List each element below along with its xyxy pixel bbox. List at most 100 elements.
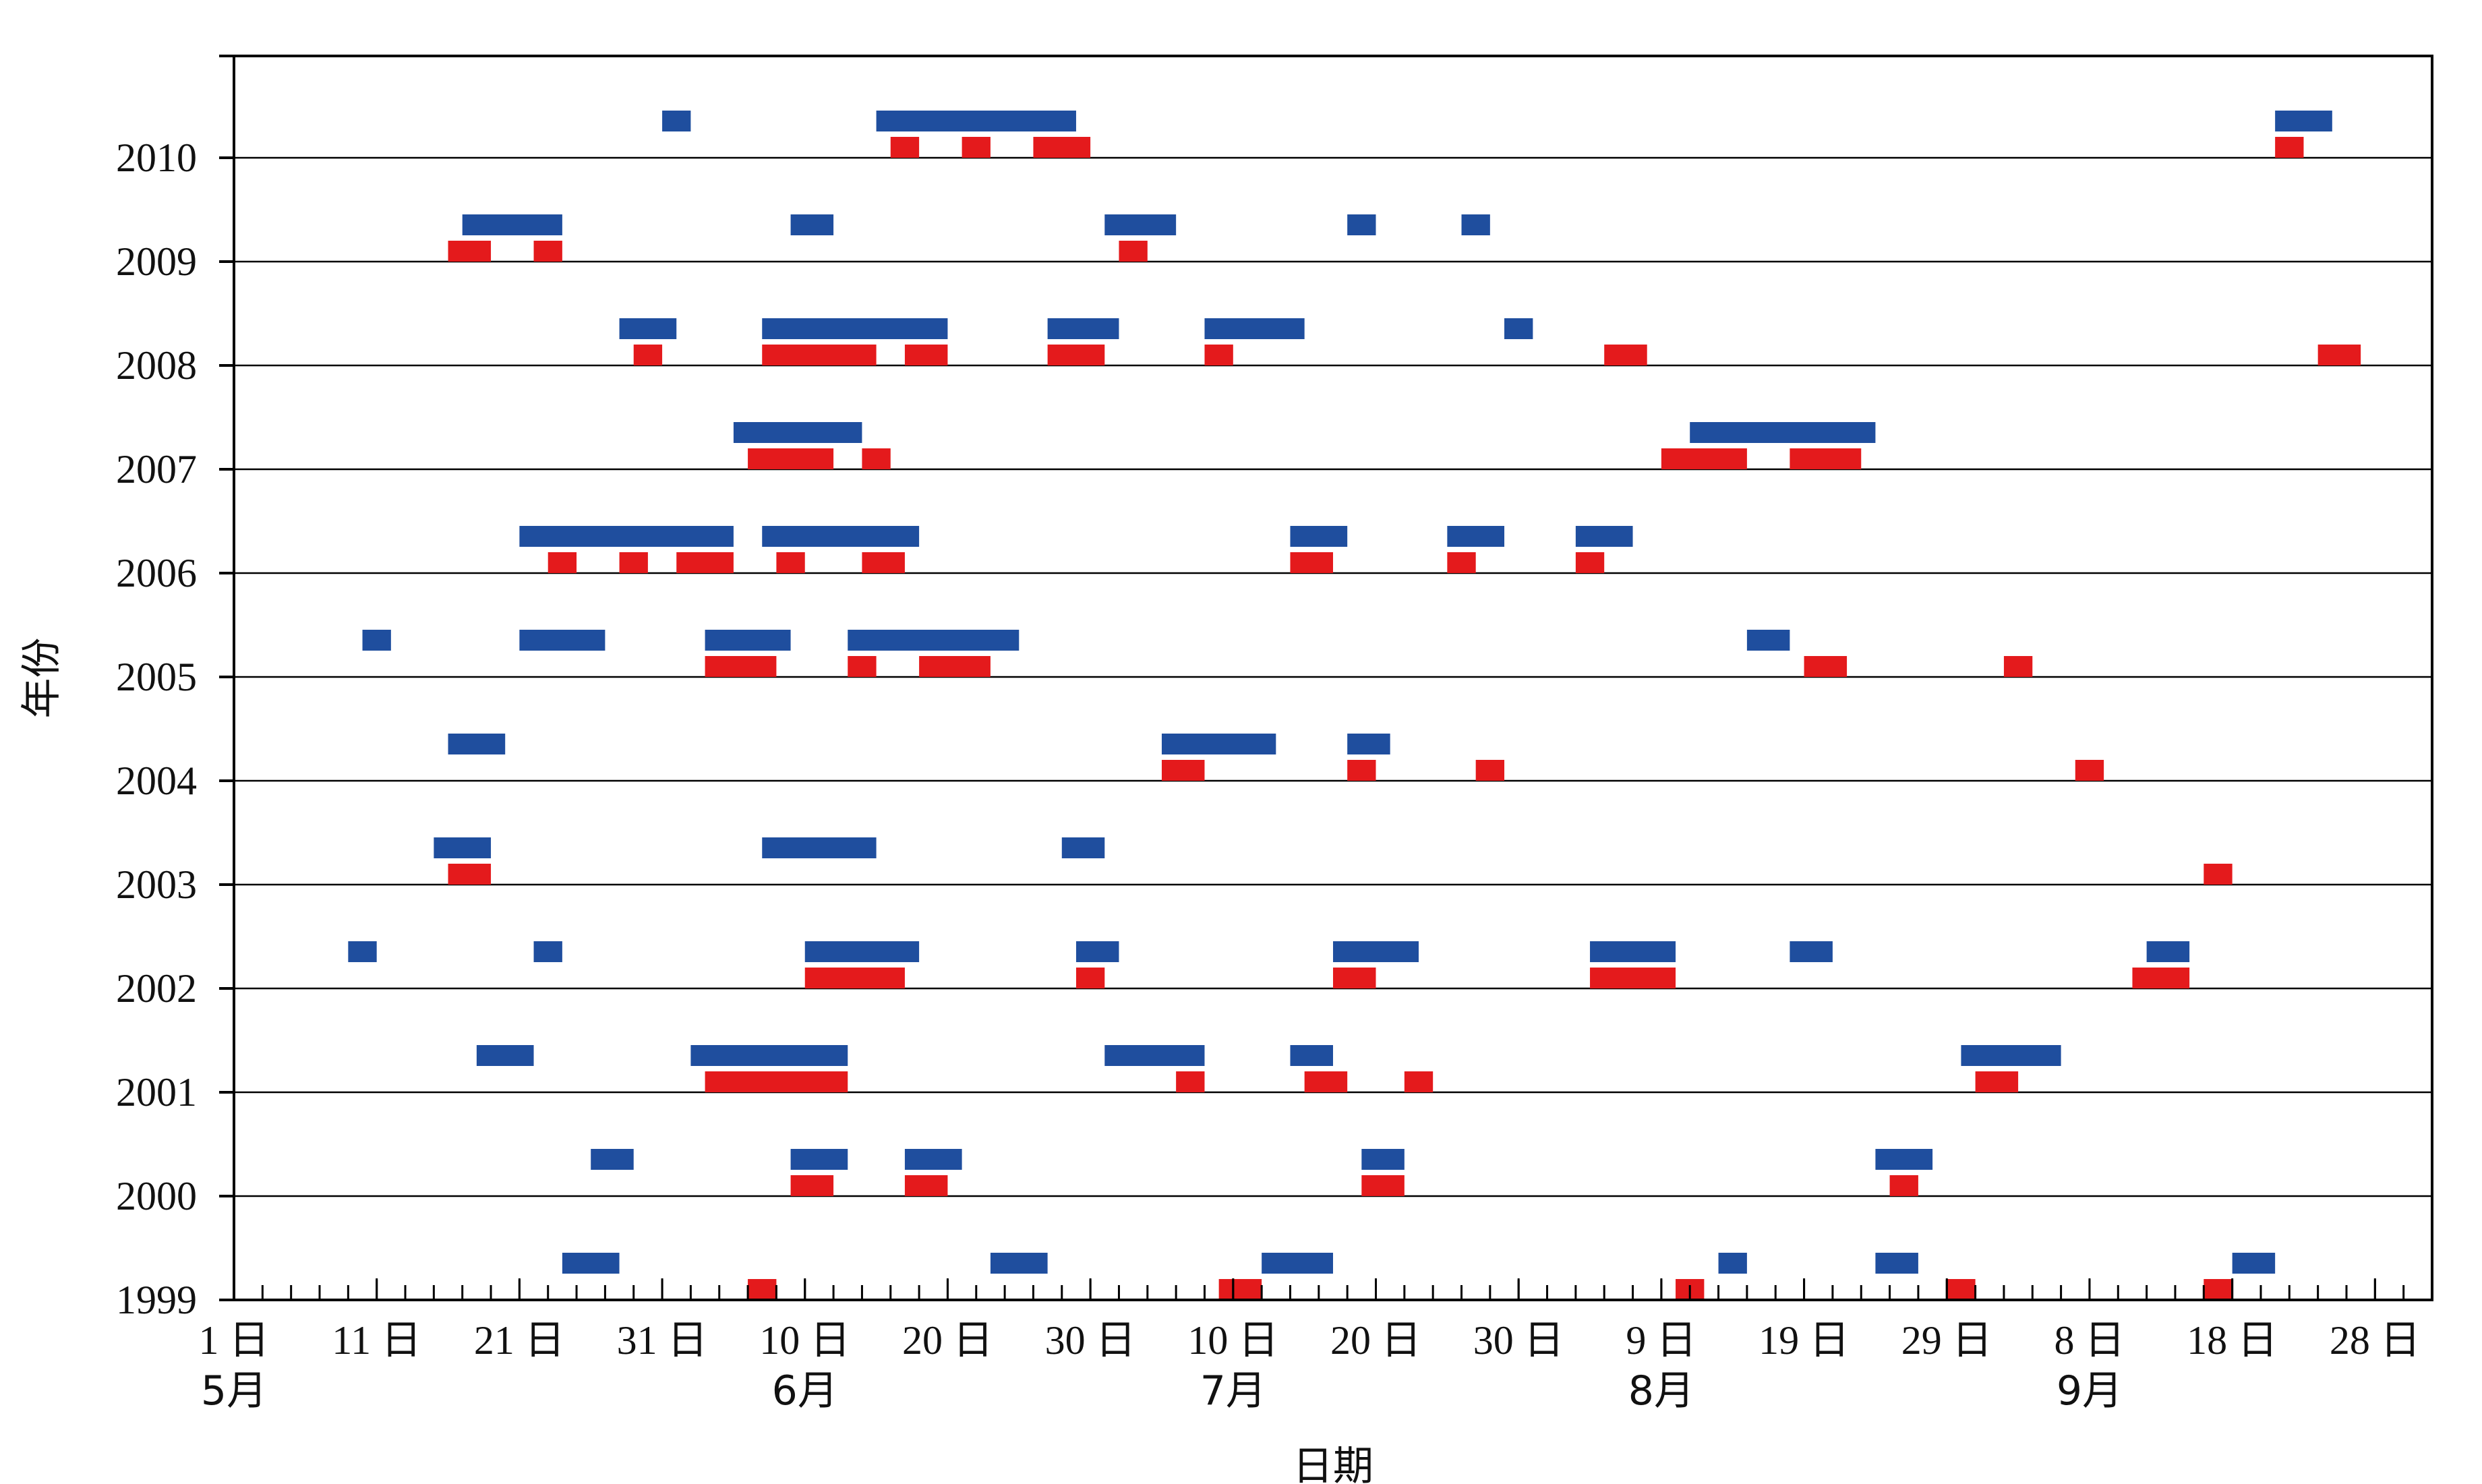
red-bar-2004 <box>1161 760 1205 781</box>
red-bar-2000 <box>1361 1175 1405 1196</box>
blue-bar-2009 <box>1347 214 1376 235</box>
blue-bar-2002 <box>1333 941 1419 962</box>
red-bar-2007 <box>748 448 834 469</box>
month-label: 5月 <box>201 1367 267 1415</box>
red-bar-2004 <box>1475 760 1505 781</box>
y-tick-label-2006: 2006 <box>116 551 197 595</box>
month-label: 9月 <box>2057 1367 2123 1415</box>
x-tick-label: 28 日 <box>2330 1318 2421 1363</box>
y-tick-label-2000: 2000 <box>116 1174 197 1218</box>
red-bar-1999 <box>1218 1279 1262 1300</box>
x-tick-label: 11 日 <box>332 1318 421 1363</box>
blue-bar-2008 <box>1047 318 1119 339</box>
red-bar-2008 <box>633 345 663 365</box>
x-tick-label: 9 日 <box>1626 1318 1696 1363</box>
x-tick-label: 18 日 <box>2187 1318 2278 1363</box>
red-bar-2010 <box>890 137 920 158</box>
blue-bar-2006 <box>1575 526 1633 547</box>
blue-bar-2004 <box>1161 734 1276 754</box>
red-bar-2008 <box>762 345 877 365</box>
blue-bar-2000 <box>1875 1149 1933 1170</box>
blue-bar-1999 <box>990 1253 1048 1274</box>
red-bar-2010 <box>2275 137 2304 158</box>
blue-bar-2003 <box>762 837 877 858</box>
blue-bar-1999 <box>1718 1253 1747 1274</box>
red-bar-2003 <box>2204 864 2233 885</box>
x-tick-label: 30 日 <box>1045 1318 1136 1363</box>
blue-bar-2005 <box>519 630 605 651</box>
blue-bar-2009 <box>790 214 834 235</box>
red-bar-2000 <box>790 1175 834 1196</box>
red-bar-2006 <box>1447 552 1476 573</box>
red-bar-2004 <box>2075 760 2104 781</box>
red-bar-2001 <box>1176 1071 1205 1092</box>
blue-bar-2001 <box>476 1045 534 1066</box>
red-bar-2009 <box>1119 241 1148 262</box>
red-bar-2001 <box>1304 1071 1348 1092</box>
blue-bar-2002 <box>1790 941 1833 962</box>
x-tick-label: 21 日 <box>474 1318 565 1363</box>
red-bar-2002 <box>1333 968 1376 988</box>
blue-bar-2001 <box>1961 1045 2061 1066</box>
blue-bar-2008 <box>619 318 677 339</box>
y-tick-label-2001: 2001 <box>116 1070 197 1115</box>
red-bar-2003 <box>448 864 492 885</box>
blue-bar-2007 <box>1690 422 1876 443</box>
y-tick-label-2010: 2010 <box>116 136 197 180</box>
year-gridlines <box>234 156 2432 1197</box>
red-bar-2007 <box>862 448 891 469</box>
blue-bar-2005 <box>705 630 791 651</box>
blue-bar-2005 <box>848 630 1020 651</box>
plot-frame <box>233 55 2433 1301</box>
red-bar-2006 <box>862 552 905 573</box>
red-bar-2006 <box>548 552 577 573</box>
blue-bar-1999 <box>1875 1253 1918 1274</box>
x-tick-label: 31 日 <box>617 1318 708 1363</box>
red-bar-2006 <box>619 552 648 573</box>
x-tick-label: 10 日 <box>759 1318 850 1363</box>
blue-bar-2002 <box>804 941 920 962</box>
red-bar-2008 <box>1604 345 1647 365</box>
blue-bar-1999 <box>1262 1253 1333 1274</box>
y-tick-label-2008: 2008 <box>116 343 197 388</box>
red-bar-2008 <box>1047 345 1105 365</box>
blue-bar-2000 <box>904 1149 962 1170</box>
y-tick-label-2009: 2009 <box>116 239 197 284</box>
red-bar-2008 <box>2317 345 2361 365</box>
blue-bar-2002 <box>533 941 562 962</box>
x-axis-title: 日期 <box>1293 1443 1373 1484</box>
red-bar-2007 <box>1790 448 1862 469</box>
red-bar-2002 <box>1590 968 1676 988</box>
blue-bar-2006 <box>1290 526 1348 547</box>
blue-bar-2009 <box>1104 214 1177 235</box>
red-bar-1999 <box>1947 1279 1976 1300</box>
red-bar-2002 <box>2132 968 2190 988</box>
axes <box>219 55 2433 1301</box>
red-bar-2004 <box>1347 760 1376 781</box>
blue-bar-2006 <box>762 526 920 547</box>
y-axis-title: 年份 <box>18 638 65 719</box>
red-bar-2008 <box>904 345 948 365</box>
blue-bar-2009 <box>462 214 562 235</box>
blue-bar-2005 <box>1746 630 1790 651</box>
blue-bar-2000 <box>1361 1149 1405 1170</box>
red-bar-2005 <box>848 656 877 677</box>
y-tick-label-2003: 2003 <box>116 862 197 907</box>
blue-bar-2003 <box>434 837 492 858</box>
blue-bar-2010 <box>662 111 691 131</box>
red-bar-2005 <box>705 656 777 677</box>
month-label: 6月 <box>772 1367 838 1415</box>
y-tick-label-2005: 2005 <box>116 655 197 699</box>
blue-bar-1999 <box>562 1253 620 1274</box>
y-tick-label-2002: 2002 <box>116 966 197 1011</box>
blue-bar-2000 <box>591 1149 634 1170</box>
red-bar-2006 <box>1575 552 1605 573</box>
y-tick-label-2004: 2004 <box>116 759 197 803</box>
blue-bar-2005 <box>362 630 391 651</box>
blue-bar-2006 <box>1447 526 1505 547</box>
x-tick-label: 29 日 <box>1901 1318 1992 1363</box>
blue-bar-2002 <box>2146 941 2190 962</box>
blue-bar-2007 <box>733 422 862 443</box>
red-bar-2001 <box>1404 1071 1434 1092</box>
